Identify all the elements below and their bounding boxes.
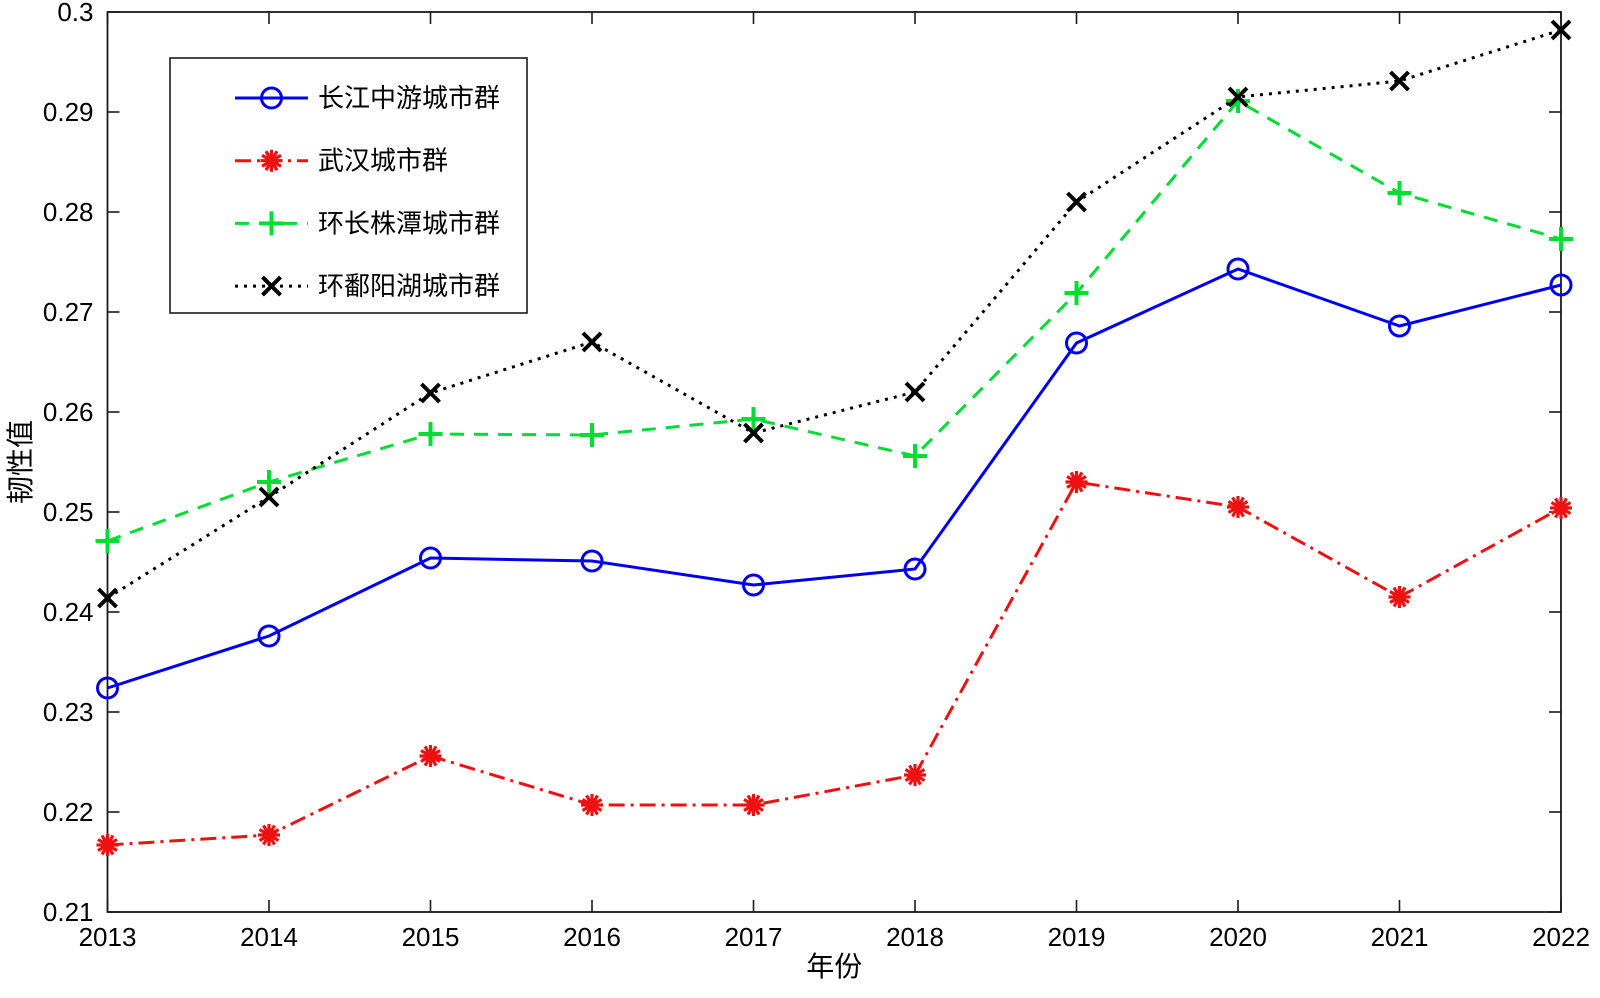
series-3 bbox=[97, 19, 1572, 609]
x-marker bbox=[743, 422, 764, 444]
axes: 2013 2014 2015 2016 2017 2018 2019 2020 2021 2022… bbox=[43, 0, 1590, 952]
series-line bbox=[106, 99, 1562, 543]
y-tick-label: 0.21 bbox=[43, 897, 94, 927]
series-1 bbox=[96, 471, 1572, 856]
asterisk-marker bbox=[904, 764, 926, 786]
circle-marker bbox=[257, 624, 281, 648]
asterisk-marker bbox=[1550, 497, 1572, 519]
y-tick-label: 0.25 bbox=[43, 497, 94, 527]
y-tick-label: 0.3 bbox=[57, 0, 93, 27]
circle-marker bbox=[580, 549, 604, 573]
x-tick-label: 2013 bbox=[79, 922, 137, 952]
plus-marker bbox=[1226, 89, 1250, 113]
asterisk-marker bbox=[96, 834, 119, 856]
legend-label: 环长株潭城市群 bbox=[318, 208, 500, 238]
x-tick-label: 2019 bbox=[1048, 922, 1106, 952]
circle-marker bbox=[1065, 331, 1088, 355]
y-tick-label: 0.22 bbox=[43, 797, 94, 827]
series-markers bbox=[95, 89, 1573, 553]
x-marker bbox=[1227, 86, 1249, 108]
y-tick-label: 0.27 bbox=[43, 297, 94, 327]
series-2 bbox=[95, 89, 1573, 553]
circle-marker bbox=[419, 546, 442, 570]
series-line bbox=[107, 267, 1562, 690]
x-marker bbox=[904, 381, 926, 403]
asterisk-marker bbox=[419, 745, 442, 767]
series-line bbox=[106, 28, 1562, 600]
series-markers bbox=[96, 257, 1573, 700]
plus-marker bbox=[1387, 181, 1412, 205]
legend-marker bbox=[260, 149, 283, 172]
x-marker bbox=[258, 486, 280, 508]
series-markers bbox=[96, 471, 1572, 856]
x-tick-label: 2014 bbox=[240, 922, 298, 952]
x-tick-label: 2022 bbox=[1532, 922, 1590, 952]
y-tick-label: 0.29 bbox=[43, 97, 94, 127]
circle-marker bbox=[1549, 273, 1573, 297]
series-0 bbox=[96, 257, 1573, 700]
legend-marker bbox=[261, 275, 282, 297]
asterisk-marker bbox=[258, 824, 280, 846]
y-tick-label: 0.26 bbox=[43, 397, 94, 427]
asterisk-marker bbox=[1227, 496, 1249, 518]
x-marker bbox=[1550, 19, 1572, 41]
plus-marker bbox=[257, 470, 281, 494]
plus-marker bbox=[95, 529, 120, 553]
x-tick-label: 2015 bbox=[402, 922, 460, 952]
plus-marker bbox=[741, 407, 766, 431]
x-tick-label: 2018 bbox=[886, 922, 944, 952]
x-marker bbox=[1389, 70, 1410, 92]
plus-marker bbox=[1549, 227, 1573, 251]
legend-entry: 环鄱阳湖城市群 bbox=[235, 271, 500, 301]
circle-marker bbox=[1388, 314, 1411, 338]
x-marker bbox=[581, 331, 603, 353]
circle-marker bbox=[96, 676, 119, 700]
circle-marker bbox=[903, 557, 927, 581]
x-axis-label: 年份 bbox=[806, 951, 862, 982]
x-tick-label: 2016 bbox=[563, 922, 621, 952]
legend-entry: 环长株潭城市群 bbox=[235, 208, 500, 238]
asterisk-marker bbox=[742, 794, 765, 816]
series-markers bbox=[97, 19, 1572, 609]
plus-marker bbox=[903, 444, 927, 468]
plus-marker bbox=[580, 423, 604, 447]
plus-marker bbox=[418, 422, 443, 446]
legend-label: 长江中游城市群 bbox=[318, 83, 500, 113]
legend-box bbox=[169, 57, 528, 314]
legend-marker bbox=[260, 86, 283, 110]
y-tick-label: 0.23 bbox=[43, 697, 94, 727]
legend-label: 武汉城市群 bbox=[318, 146, 448, 176]
circle-marker bbox=[742, 573, 765, 597]
x-tick-label: 2017 bbox=[725, 922, 783, 952]
legend-entry: 武汉城市群 bbox=[235, 146, 448, 176]
y-tick-label: 0.28 bbox=[43, 197, 94, 227]
legend-entry: 长江中游城市群 bbox=[235, 83, 500, 113]
circle-marker bbox=[1226, 257, 1250, 281]
plus-marker bbox=[1064, 281, 1089, 305]
y-tick-label: 0.24 bbox=[43, 597, 94, 627]
legend-marker bbox=[259, 211, 284, 236]
x-tick-label: 2020 bbox=[1209, 922, 1267, 952]
asterisk-marker bbox=[1065, 471, 1088, 493]
legend-label: 环鄱阳湖城市群 bbox=[318, 271, 500, 301]
asterisk-marker bbox=[1388, 586, 1411, 608]
y-axis-label: 韧性值 bbox=[5, 420, 36, 504]
series-line bbox=[107, 480, 1562, 847]
plot-border bbox=[106, 11, 1562, 913]
x-marker bbox=[1066, 191, 1087, 213]
x-tick-label: 2021 bbox=[1371, 922, 1429, 952]
asterisk-marker bbox=[581, 794, 603, 816]
x-marker bbox=[420, 382, 441, 404]
x-marker bbox=[97, 587, 118, 609]
